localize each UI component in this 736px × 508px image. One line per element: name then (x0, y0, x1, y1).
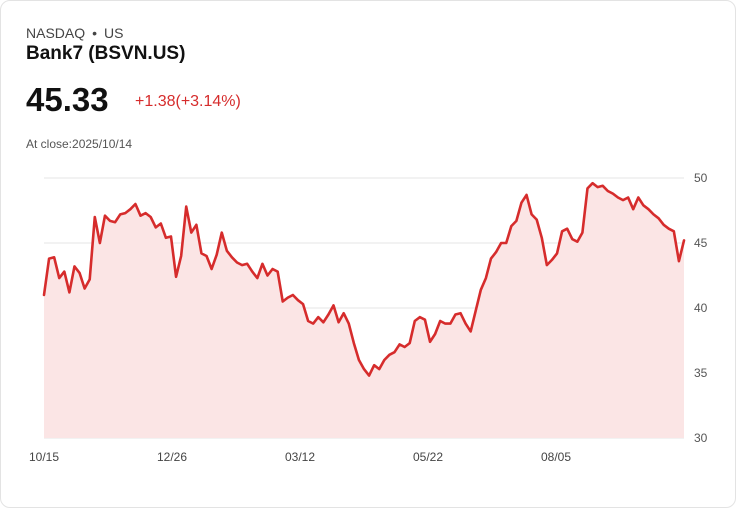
x-tick-label: 08/05 (541, 450, 571, 464)
x-axis-labels: 10/15 12/26 03/12 05/22 08/05 (29, 450, 571, 464)
y-tick-label: 50 (694, 171, 708, 185)
exchange-line: NASDAQ • US (26, 25, 123, 41)
region-name: US (104, 25, 124, 41)
x-tick-label: 10/15 (29, 450, 59, 464)
y-tick-label: 40 (694, 301, 708, 315)
y-tick-label: 45 (694, 236, 708, 250)
separator-dot: • (92, 25, 98, 41)
stock-name: Bank7 (BSVN.US) (26, 43, 186, 64)
price-change: +1.38(+3.14%) (135, 93, 241, 110)
exchange-name: NASDAQ (26, 25, 86, 41)
y-axis-labels: 50 45 40 35 30 (694, 171, 708, 445)
x-tick-label: 03/12 (285, 450, 315, 464)
last-price: 45.33 (26, 81, 109, 118)
x-tick-label: 05/22 (413, 450, 443, 464)
close-date: At close:2025/10/14 (26, 137, 133, 151)
y-tick-label: 30 (694, 431, 708, 445)
x-tick-label: 12/26 (157, 450, 187, 464)
price-chart: 50 45 40 35 30 10/15 12/26 03/12 05/22 08/05 (29, 171, 708, 464)
y-tick-label: 35 (694, 366, 708, 380)
price-area (44, 183, 684, 438)
price-line (42, 181, 686, 377)
